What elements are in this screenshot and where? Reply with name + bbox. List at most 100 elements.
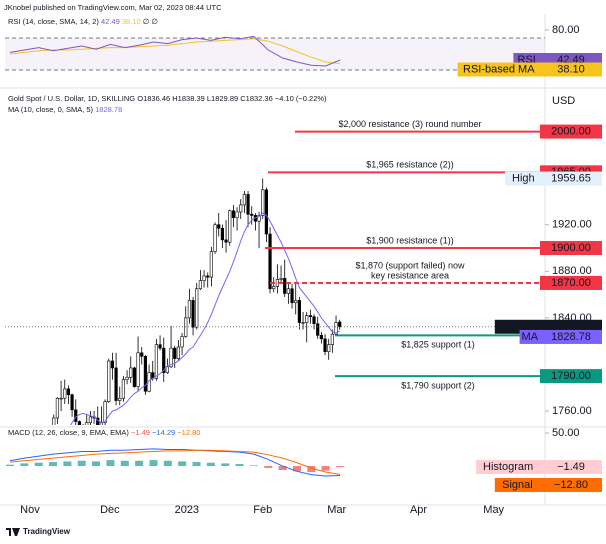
histogram-bar [221, 463, 230, 467]
candle-body [228, 210, 232, 243]
value-badge [540, 460, 602, 474]
candle-body [165, 366, 170, 373]
level-annotation: $1,825 support (1) [401, 340, 475, 350]
histogram-bar [49, 462, 58, 467]
candle-body [220, 227, 224, 241]
legend: Gold Spot / U.S. Dollar, 1D, SKILLING O1… [8, 94, 327, 103]
candle-body [242, 194, 246, 206]
candle-body [158, 344, 162, 349]
histogram-bar [92, 461, 101, 467]
value-badge-text: 38.10 [557, 63, 585, 75]
high-badge [505, 171, 602, 186]
publisher-header: JKnobel published on TradingView.com, Ma… [4, 3, 222, 12]
legend-part: 38.10 [122, 17, 141, 26]
value-badge [540, 124, 602, 139]
legend-part: MACD (12, 26, close, 9, EMA, EMA) [8, 428, 129, 437]
ma-layer [70, 212, 340, 425]
x-tick-label: 2023 [175, 504, 199, 516]
candle-body [63, 388, 67, 399]
legend: MACD (12, 26, close, 9, EMA, EMA) −1.49 … [8, 428, 200, 437]
histogram-bar [135, 460, 144, 467]
value-badge-text: 1900.00 [551, 242, 591, 254]
legend-part: −12.80 [177, 428, 200, 437]
level-annotation: $1,965 resistance (2)) [366, 160, 454, 170]
candle-body [272, 286, 276, 290]
histogram-bar [292, 466, 301, 472]
y-tick-label: 1760.00 [552, 405, 592, 417]
candle-body [77, 421, 82, 425]
candle-body [143, 356, 148, 392]
level-annotation: $1,790 support (2) [401, 380, 475, 390]
candle-body [195, 288, 199, 328]
histogram-bar [63, 461, 72, 467]
rsi-line [9, 35, 341, 67]
candle-body [301, 322, 305, 324]
value-badge [540, 241, 602, 256]
candle-body [206, 275, 210, 278]
candle-body [55, 397, 60, 419]
high-value: 1959.65 [551, 172, 591, 184]
candle-body [118, 397, 122, 401]
candle-body [305, 315, 309, 323]
histogram-bar [264, 466, 273, 469]
histogram-bar [235, 464, 244, 467]
level-annotation: $1,870 (support failed) now [355, 260, 465, 270]
value-badge [540, 329, 602, 344]
name-badge [476, 460, 540, 474]
legend-part: O1836.46 H1838.39 L1829.89 C1832.36 −4.1… [137, 94, 327, 103]
candle-body [154, 344, 159, 379]
candle-body [319, 335, 323, 340]
histogram-bar [321, 466, 330, 471]
candle-body [286, 288, 290, 294]
macd-line [9, 448, 341, 477]
candle-body [264, 189, 268, 235]
name-badge-text: Signal [502, 479, 533, 491]
histogram-bar [249, 465, 258, 467]
name-badge-text: RSI [518, 54, 536, 66]
value-badge [540, 62, 602, 77]
candle-body [290, 288, 294, 304]
candle-body [224, 239, 228, 243]
candle-body [316, 323, 320, 336]
candle-body [297, 300, 301, 323]
value-badge [540, 478, 602, 492]
histogram-bar [178, 461, 187, 467]
candle-body [257, 215, 261, 222]
candle-body [261, 189, 265, 216]
candle-body [202, 275, 206, 281]
footer-brand: TradingView [23, 527, 71, 536]
value-badge-text: 1832.36 [551, 321, 591, 333]
rsi-line [9, 38, 341, 65]
candle-body [88, 416, 93, 423]
candle-body [103, 401, 107, 423]
histogram-bar [206, 462, 215, 467]
candle-body [213, 224, 217, 252]
histogram-bar [6, 464, 14, 467]
name-badge [519, 329, 540, 344]
y-tick-label: 1920.00 [552, 219, 592, 231]
value-badge-text: 2000.00 [551, 125, 591, 137]
histogram-bar [34, 462, 43, 467]
x-tick-label: Feb [253, 504, 272, 516]
legend-part: MA (10, close, 0, SMA, 5) [8, 105, 94, 114]
candle-body [66, 388, 71, 396]
value-badge [540, 275, 602, 290]
y-tick-label: 1880.00 [552, 265, 592, 277]
candle-body [283, 277, 287, 294]
legend-part: RSI (14, close, SMA, 14, 2) [8, 17, 99, 26]
candle-body [129, 367, 133, 378]
name-badge-text: MA [522, 331, 539, 343]
candle-body [231, 210, 235, 219]
histogram-bar [106, 460, 115, 467]
name-badge [494, 478, 540, 492]
candle-body [239, 204, 243, 213]
histogram-bar [278, 466, 287, 470]
y-tick-label: 50.00 [552, 427, 580, 439]
legend-part: Gold Spot / U.S. Dollar, 1D, SKILLING [8, 94, 135, 103]
value-badge-text: −12.80 [554, 479, 588, 491]
value-badge-text: 1870.00 [551, 277, 591, 289]
macd-line [9, 449, 341, 475]
candle-body [308, 315, 312, 318]
histogram-bar [307, 466, 316, 472]
name-badge-text: XAUUSD [494, 321, 540, 333]
